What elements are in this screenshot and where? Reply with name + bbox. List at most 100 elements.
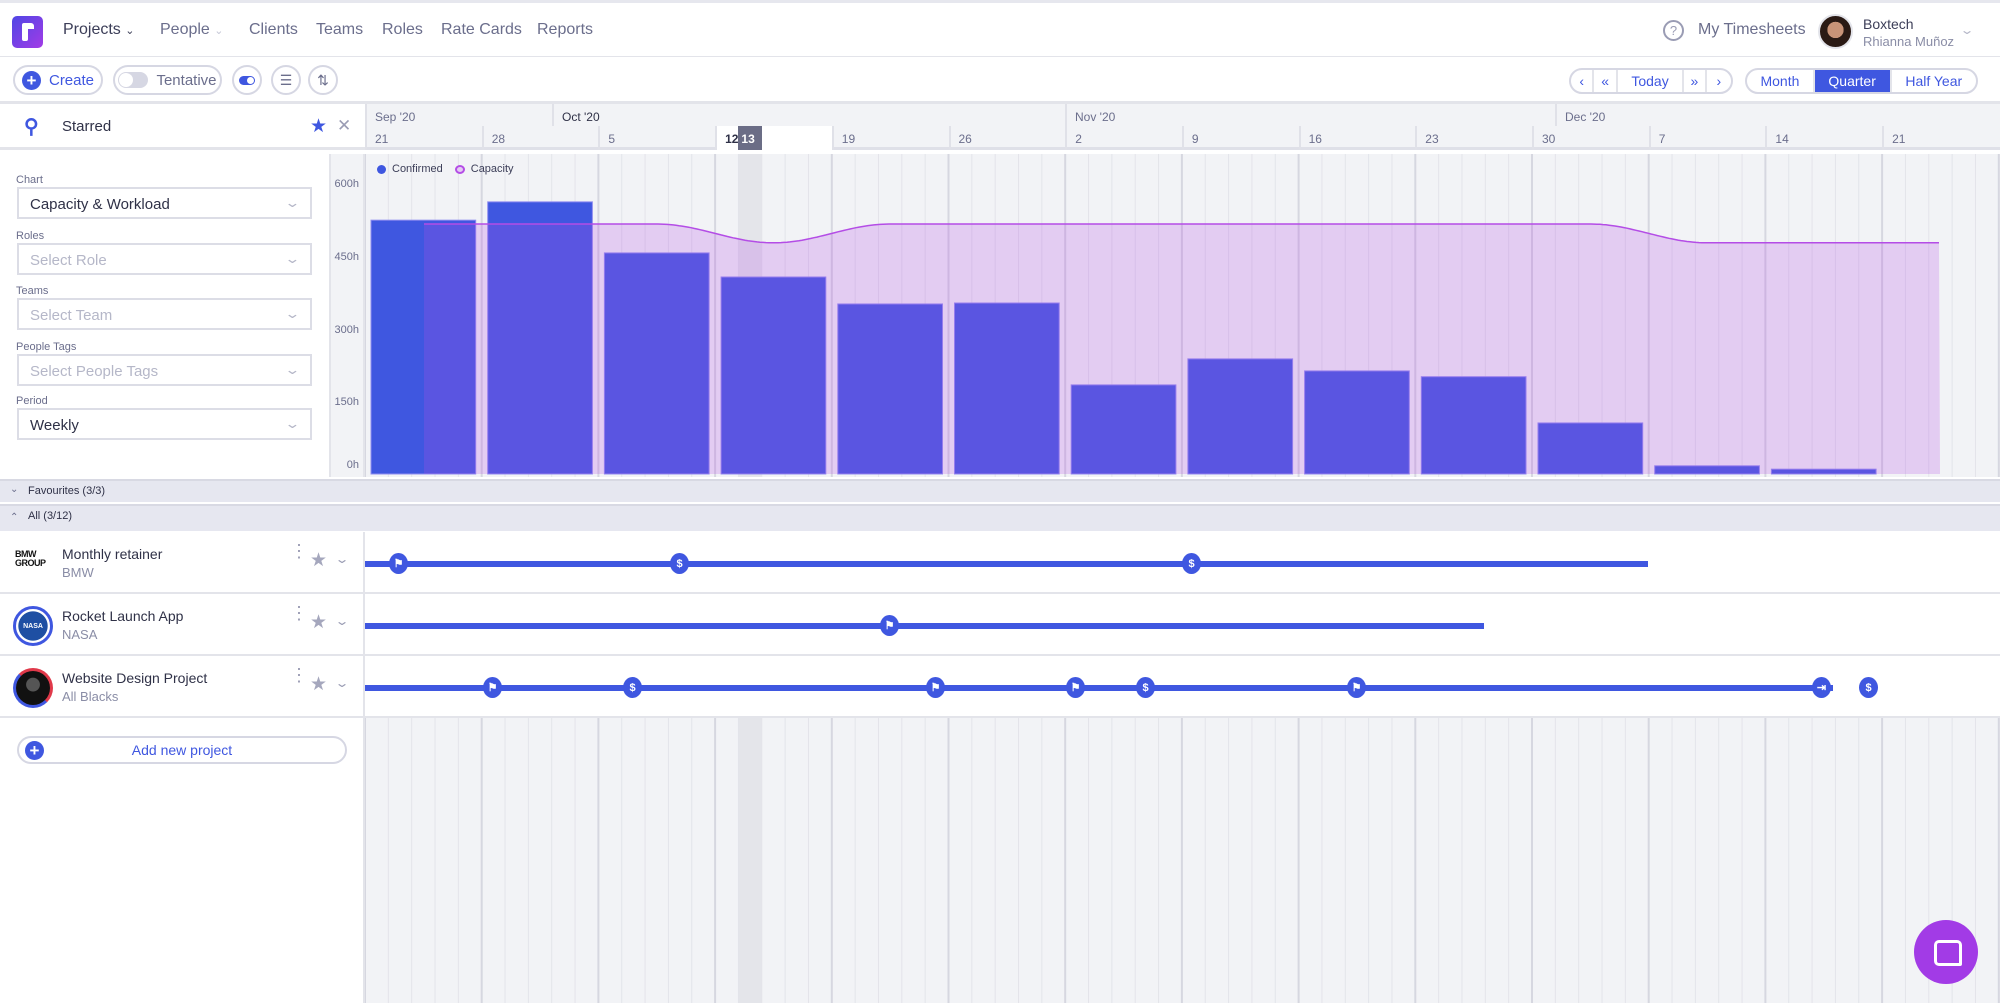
milestone-dollar-icon[interactable]: $ [1136,677,1155,698]
list-icon[interactable]: ☰ [271,65,301,95]
confirmed-bar[interactable] [720,276,827,475]
app-logo[interactable] [12,16,43,48]
chart-legend: Confirmed Capacity [377,163,514,175]
project-row[interactable]: BMW GROUP Monthly retainer BMW ⋮ ★ ⌄ ⚑ $ … [0,532,2000,594]
milestone-dollar-icon[interactable]: $ [670,553,689,574]
project-row[interactable]: NASA Rocket Launch App NASA ⋮ ★ ⌄ ⚑ [0,594,2000,656]
confirmed-bar[interactable] [1187,358,1294,475]
today-button[interactable]: Today [1618,70,1685,92]
toggle-switch[interactable] [118,72,149,88]
clear-search-icon[interactable]: ✕ [337,116,352,135]
star-icon[interactable]: ★ [310,674,328,695]
confirmed-bar[interactable] [1537,422,1644,475]
star-icon[interactable]: ★ [310,550,328,571]
confirmed-bar[interactable] [370,219,477,475]
avatar[interactable] [1818,14,1853,49]
chart-svg [364,154,2000,477]
milestone-flag-icon[interactable]: ⚑ [1066,677,1085,698]
bmw-logo: BMW GROUP [15,549,46,568]
milestone-dollar-icon[interactable]: $ [1182,553,1201,574]
chart-select-value: Capacity & Workload [30,196,170,213]
nav-roles[interactable]: Roles [382,21,423,38]
milestone-dollar-icon[interactable]: $ [623,677,642,698]
nav-teams[interactable]: Teams [316,21,364,38]
milestone-flag-icon[interactable]: ⚑ [483,677,502,698]
milestone-flag-icon[interactable]: ⚑ [1347,677,1366,698]
expand-chevron-icon[interactable]: ⌄ [334,614,350,628]
tentative-toggle[interactable]: Tentative [113,65,222,95]
chevron-down-icon: ⌄ [214,25,224,37]
group-all[interactable]: ⌃ All (3/12) [0,504,2000,531]
project-row[interactable]: Website Design Project All Blacks ⋮ ★ ⌄ … [0,656,2000,718]
legend-capacity: Capacity [470,163,514,175]
nasa-logo: NASA [13,606,53,646]
expand-chevron-icon[interactable]: ⌄ [334,552,350,566]
search-input[interactable]: Starred [62,118,112,135]
project-title[interactable]: Website Design Project [62,670,208,686]
nav-projects[interactable]: Projects ⌄ [63,21,134,39]
project-timeline-bar[interactable]: ⚑ $ ⚑ ⚑ $ ⚑ ⇥ $ [365,677,1878,698]
account-company[interactable]: Boxtech [1863,16,1914,32]
milestone-flag-icon[interactable]: ⚑ [926,677,945,698]
view-quarter[interactable]: Quarter [1814,70,1892,92]
account-user[interactable]: Rhianna Muñoz [1863,34,1955,49]
group-favourites[interactable]: ⌄ Favourites (3/3) [0,479,2000,502]
nav-reports[interactable]: Reports [537,21,594,38]
chat-support-icon[interactable] [1914,920,1978,984]
project-timeline-bar[interactable]: ⚑ [365,615,1484,636]
confirmed-bar[interactable] [1304,370,1410,475]
project-title[interactable]: Rocket Launch App [62,608,184,624]
milestone-end-icon[interactable]: ⇥ [1812,677,1831,698]
help-icon[interactable]: ? [1663,20,1684,41]
create-button[interactable]: + Create [13,65,103,95]
milestone-flag-icon[interactable]: ⚑ [389,553,408,574]
confirmed-bar[interactable] [837,303,943,475]
teams-select[interactable]: Select Team ⌄ [17,298,312,330]
confirmed-bar[interactable] [1420,376,1527,475]
chart-select[interactable]: Capacity & Workload ⌄ [17,187,312,219]
project-client: BMW [62,565,94,580]
more-options-icon[interactable]: ⋮ [290,665,308,685]
account-chevron-icon[interactable]: ⌄ [1959,23,1975,37]
group-all-label: All (3/12) [28,510,73,522]
plus-icon: + [25,741,44,760]
roles-select[interactable]: Select Role ⌄ [17,243,312,275]
milestone-dollar-icon[interactable]: $ [1859,677,1878,698]
chevron-down-icon: ⌄ [125,25,135,37]
teams-placeholder: Select Team [30,307,113,324]
roles-placeholder: Select Role [30,252,107,269]
toggle-view-button[interactable] [232,65,262,95]
period-select[interactable]: Weekly ⌄ [17,408,312,440]
confirmed-bar[interactable] [1770,468,1877,475]
confirmed-bar[interactable] [603,252,710,475]
confirmed-bar[interactable] [1654,465,1760,475]
project-title[interactable]: Monthly retainer [62,546,163,562]
milestone-flag-icon[interactable]: ⚑ [880,615,899,636]
add-new-project-button[interactable]: + Add new project [17,736,347,764]
view-month[interactable]: Month [1747,70,1815,92]
nav-clients[interactable]: Clients [249,21,298,38]
nav-people[interactable]: People ⌄ [160,21,224,39]
next-fast-button[interactable]: » [1684,70,1707,92]
star-icon[interactable]: ★ [310,612,328,633]
my-timesheets-link[interactable]: My Timesheets [1698,21,1806,38]
confirmed-bar[interactable] [954,302,1060,475]
more-options-icon[interactable]: ⋮ [290,603,308,623]
project-timeline-bar[interactable]: ⚑ $ $ [365,553,1648,574]
confirmed-bar[interactable] [1070,384,1177,475]
people-tags-select[interactable]: Select People Tags ⌄ [17,354,312,386]
prev-fast-button[interactable]: « [1594,70,1618,92]
expand-chevron-icon[interactable]: ⌄ [334,676,350,690]
capacity-area [424,224,1940,474]
starred-filter-icon[interactable]: ★ [310,116,328,137]
prev-button[interactable]: ‹ [1571,70,1595,92]
search-icon: ⚲ [24,116,39,138]
day-label: 12 [725,132,739,146]
next-button[interactable]: › [1716,73,1722,89]
more-options-icon[interactable]: ⋮ [290,541,308,561]
view-half-year[interactable]: Half Year [1905,73,1963,89]
confirmed-bar[interactable] [487,201,593,475]
sort-icon[interactable]: ⇅ [308,65,338,95]
period-label: Period [16,395,48,407]
nav-rate-cards[interactable]: Rate Cards [441,21,522,38]
